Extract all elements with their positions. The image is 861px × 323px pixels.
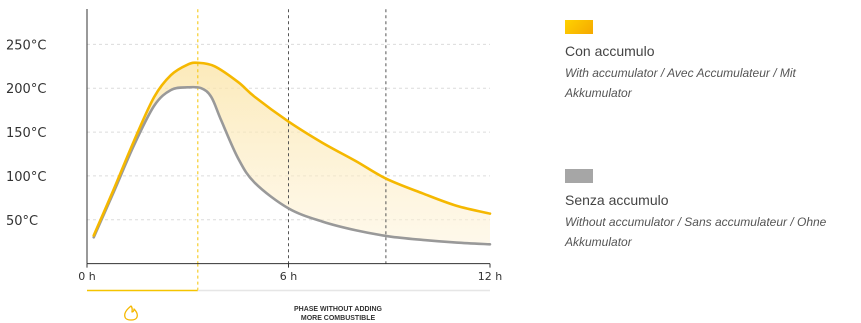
legend-subtitle: With accumulator / Avec Accumulateur / M… (565, 66, 796, 100)
x-tick-label: 6 h (280, 270, 297, 283)
flame-icon (124, 305, 138, 321)
y-tick-label: 50°C (6, 214, 38, 229)
vertical-markers (197, 9, 387, 290)
y-tick-label: 100°C (6, 170, 46, 185)
legend-title: Senza accumulo (565, 192, 669, 208)
legend-swatch-gray (565, 169, 593, 183)
y-tick-label: 150°C (6, 126, 46, 141)
series-line-with-accumulator (92, 61, 492, 237)
series-lines (92, 61, 492, 246)
x-tick-label: 12 h (478, 270, 502, 283)
grid-lines (87, 43, 490, 221)
legend-swatch-yellow (565, 20, 593, 34)
phase-bar (87, 289, 490, 321)
series-line-without-accumulator (92, 85, 492, 246)
temperature-chart: 50°C 100°C 150°C 200°C 250°C 0 h 6 h 12 h (6, 9, 502, 321)
phase-label: PHASE WITHOUT ADDING MORE COMBUSTIBLE (293, 306, 383, 322)
y-tick-label: 200°C (6, 82, 46, 97)
legend-subtitle: Without accumulator / Sans accumulateur … (565, 215, 827, 249)
legend-item-without-accumulator: Senza accumulo Without accumulator / San… (565, 169, 861, 252)
x-tick-label: 0 h (78, 270, 95, 283)
difference-area (93, 62, 490, 245)
legend-item-with-accumulator: Con accumulo With accumulator / Avec Acc… (565, 20, 861, 103)
axes (86, 9, 491, 268)
legend-title: Con accumulo (565, 43, 655, 59)
difference-fill (93, 62, 490, 245)
tick-labels: 50°C 100°C 150°C 200°C 250°C 0 h 6 h 12 h (6, 38, 502, 283)
y-tick-label: 250°C (6, 38, 46, 53)
